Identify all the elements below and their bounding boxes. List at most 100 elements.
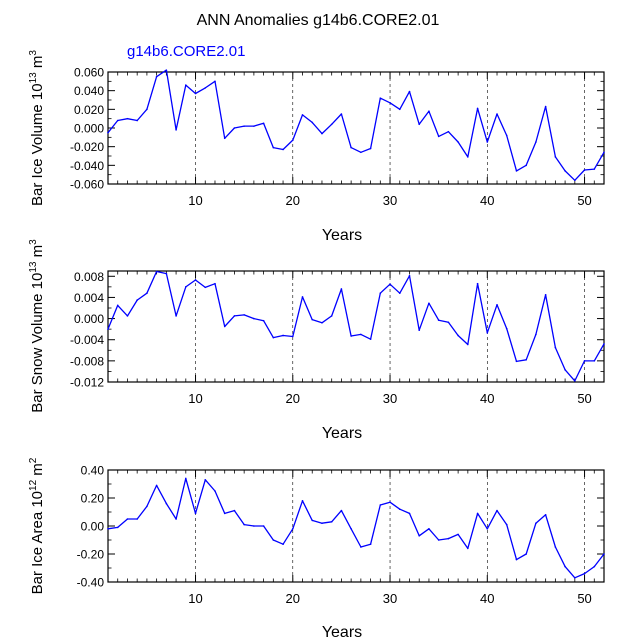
data-point [116, 526, 119, 529]
data-point [369, 338, 372, 340]
data-point [155, 270, 158, 273]
data-point [574, 179, 576, 182]
data-point [525, 553, 527, 555]
x-tick-label: 50 [577, 591, 591, 606]
data-point [447, 321, 450, 324]
data-point [291, 335, 294, 338]
data-point [350, 146, 352, 149]
data-point [321, 522, 323, 524]
data-point [554, 546, 557, 548]
data-point [408, 90, 411, 93]
data-point [321, 132, 323, 135]
x-tick-label: 20 [286, 591, 300, 606]
data-point [603, 151, 605, 154]
data-point [379, 292, 382, 295]
x-tick-label: 10 [188, 591, 202, 606]
x-tick-label: 20 [286, 391, 300, 406]
y-tick-label: 0.020 [74, 103, 104, 117]
data-point [223, 512, 226, 515]
y-tick-label: -0.040 [70, 159, 104, 173]
data-point [330, 521, 333, 523]
data-point [574, 380, 576, 382]
x-tick-label: 30 [383, 391, 397, 406]
data-point [428, 302, 430, 305]
y-axis-title: Bar Ice Volume 1013 m3 [28, 50, 46, 206]
x-tick-label: 20 [286, 193, 300, 208]
data-point [574, 577, 576, 579]
data-point [398, 292, 401, 295]
data-point [282, 543, 284, 545]
data-point [593, 360, 596, 362]
data-point [155, 75, 158, 78]
plot-frame [107, 270, 605, 383]
data-point [564, 565, 566, 568]
data-point [564, 369, 566, 371]
data-point [535, 522, 537, 524]
panel-1: 10 20 30 40 50 0.060 0.040 0.020 0.000 -0.020 -0.0… [28, 50, 605, 244]
data-point [437, 135, 440, 138]
data-point [486, 332, 489, 334]
y-tick-label: 0.040 [74, 84, 104, 98]
data-point [418, 329, 421, 332]
y-tick-label: 0.060 [74, 66, 104, 80]
y-tick-label: 0.004 [74, 291, 104, 305]
data-point [583, 572, 586, 575]
data-point [330, 315, 333, 317]
data-point [360, 333, 362, 336]
data-point [155, 484, 158, 487]
data-point [233, 509, 236, 512]
data-point [525, 359, 527, 361]
y-tick-label: 0.20 [81, 492, 105, 506]
data-point [428, 528, 430, 530]
plot-frame [107, 71, 605, 185]
data-point [583, 360, 586, 362]
series-line [107, 270, 605, 382]
data-point [116, 304, 119, 307]
data-point [515, 558, 518, 561]
y-tick-label: 0.40 [81, 464, 105, 478]
data-point [243, 523, 245, 526]
data-point [476, 282, 479, 285]
y-tick-label: -0.008 [70, 354, 104, 368]
panel-2: 10 20 30 40 50 0.008 0.004 0.000 -0.004 -0.008 -0.… [28, 239, 605, 442]
data-point [457, 533, 459, 536]
data-point [535, 333, 537, 336]
data-point [379, 504, 382, 506]
y-axis-title: Bar Snow Volume 1013 m3 [28, 239, 46, 413]
data-point [262, 319, 265, 322]
data-point [146, 292, 148, 295]
data-point [165, 272, 168, 275]
y-tick-label: -0.012 [70, 376, 104, 390]
data-point [262, 122, 265, 125]
data-point [554, 346, 557, 349]
data-point [301, 114, 304, 116]
x-tick-label: 10 [188, 391, 202, 406]
plot-frame [107, 469, 605, 583]
data-point [535, 141, 537, 143]
data-point [369, 543, 372, 545]
data-point [408, 512, 411, 515]
data-point [350, 335, 352, 337]
panels: 10 20 30 40 50 0.060 0.040 0.020 0.000 -0.020 -0.0… [28, 50, 605, 638]
y-tick-label: -0.020 [70, 140, 104, 154]
x-tick-label: 40 [480, 591, 494, 606]
data-point [418, 535, 421, 537]
x-tick-label: 10 [188, 193, 202, 208]
data-point [272, 539, 275, 541]
y-tick-label: 0.00 [81, 520, 105, 534]
data-point [214, 490, 216, 492]
data-point [126, 315, 129, 317]
y-tick-label: 0.000 [74, 122, 104, 136]
data-point [291, 139, 294, 141]
data-point [437, 539, 440, 541]
data-point [223, 325, 226, 328]
data-point [253, 317, 255, 320]
data-point [253, 125, 255, 127]
data-point [126, 518, 129, 520]
data-point [311, 519, 314, 522]
data-point [165, 502, 168, 505]
data-point [146, 108, 148, 111]
data-point [340, 113, 343, 115]
data-point [369, 147, 372, 150]
data-point [389, 283, 391, 286]
